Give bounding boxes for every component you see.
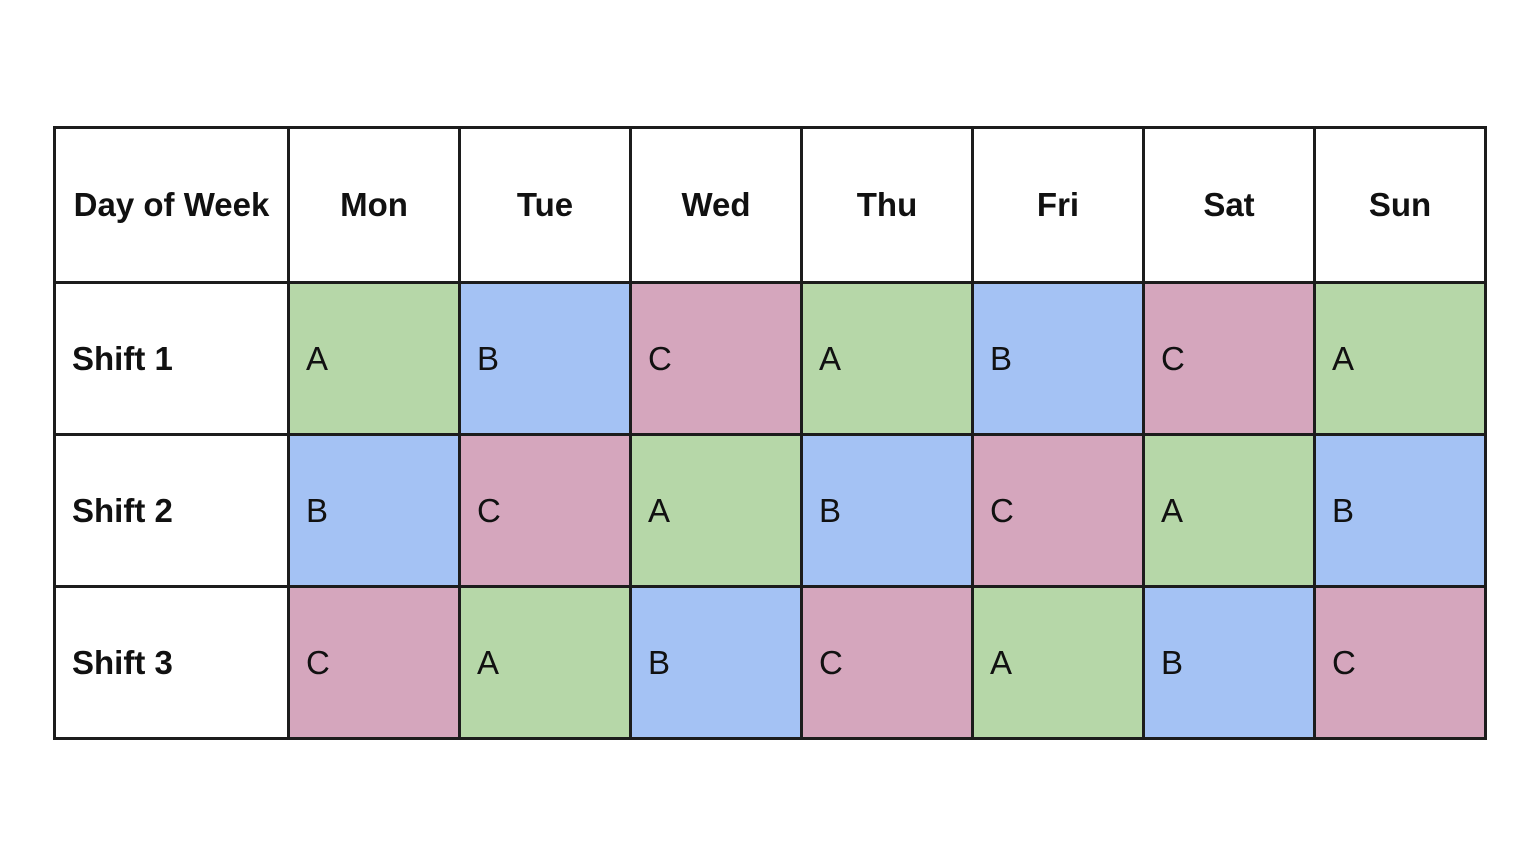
day-header-sat: Sat [1142, 126, 1316, 284]
schedule-cell: B [1313, 433, 1487, 588]
schedule-cell: A [800, 281, 974, 436]
schedule-cell: B [800, 433, 974, 588]
schedule-cell: B [1142, 585, 1316, 740]
schedule-cell: B [629, 585, 803, 740]
schedule-cell: B [287, 433, 461, 588]
schedule-cell: B [458, 281, 632, 436]
schedule-cell: A [1142, 433, 1316, 588]
shift-row-label: Shift 2 [53, 433, 290, 588]
shift-row-label: Shift 1 [53, 281, 290, 436]
schedule-cell: A [629, 433, 803, 588]
day-header-wed: Wed [629, 126, 803, 284]
shift-schedule-table: Day of Week Mon Tue Wed Thu Fri Sat Sun Shift 1… [53, 126, 1487, 740]
schedule-cell: A [287, 281, 461, 436]
day-header-sun: Sun [1313, 126, 1487, 284]
schedule-cell: C [287, 585, 461, 740]
schedule-cell: C [1142, 281, 1316, 436]
day-header-mon: Mon [287, 126, 461, 284]
schedule-cell: C [629, 281, 803, 436]
schedule-cell: B [971, 281, 1145, 436]
day-header-fri: Fri [971, 126, 1145, 284]
schedule-cell: A [1313, 281, 1487, 436]
shift-row-label: Shift 3 [53, 585, 290, 740]
header-row: Day of Week Mon Tue Wed Thu Fri Sat Sun [53, 126, 1487, 284]
schedule-cell: C [1313, 585, 1487, 740]
corner-header-day-of-week: Day of Week [53, 126, 290, 284]
schedule-cell: C [458, 433, 632, 588]
day-header-tue: Tue [458, 126, 632, 284]
schedule-cell: A [971, 585, 1145, 740]
schedule-cell: C [971, 433, 1145, 588]
schedule-cell: A [458, 585, 632, 740]
day-header-thu: Thu [800, 126, 974, 284]
schedule-cell: C [800, 585, 974, 740]
